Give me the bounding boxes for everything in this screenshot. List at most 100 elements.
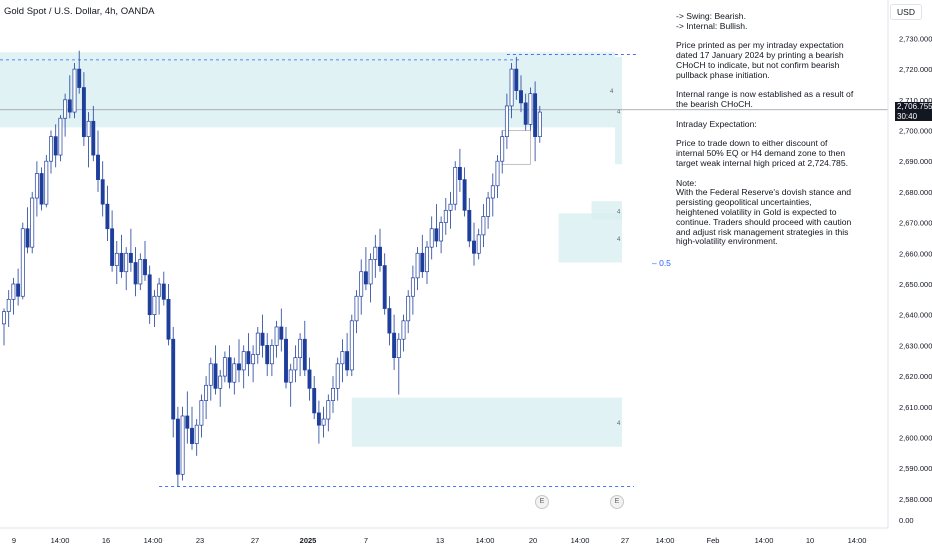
candle-body [241,351,246,371]
note-line: -> Internal: Bullish. [676,20,748,31]
zone-marker-label: 4 [617,237,621,243]
candle-body [105,203,110,230]
economic-event-icon[interactable]: E [535,495,549,509]
zone-rect [351,397,622,447]
x-tick-label: Feb [707,536,720,545]
fib-value: 0.5 [659,258,671,268]
note-line [676,169,876,179]
candle-body [143,259,147,276]
candle-body [316,412,321,426]
candle-body [222,357,227,377]
candle-body [20,228,25,297]
x-tick-label: 27 [251,536,259,545]
candle-body [124,252,129,273]
candle-body [312,388,317,414]
candle-body [194,424,199,444]
zone-rect [615,56,622,165]
y-tick-label: 2,700.000 [899,127,932,136]
candle-body [467,209,472,242]
x-tick-label: 14:00 [755,536,774,545]
candle-body [204,384,209,401]
x-tick-label: 14:00 [571,536,590,545]
y-tick-label: 2,670.000 [899,219,932,228]
y-tick-label: 2,720.000 [899,65,932,74]
economic-event-icon[interactable]: E [610,495,624,509]
candle-body [382,265,387,309]
levels-layer [0,54,888,487]
candle-body [269,345,274,365]
candle-body [406,295,411,322]
candle-body [161,283,166,300]
candle-body [147,274,152,316]
x-tick-label: 14:00 [848,536,867,545]
candle-body [227,357,232,383]
candle-body [457,166,462,180]
candle-body [335,363,340,389]
zone-marker-label: 4 [617,110,621,116]
chart-title: Gold Spot / U.S. Dollar, 4h, OANDA [4,6,155,17]
candle-body [6,298,11,312]
candle-body [307,369,312,389]
candle-body [453,166,458,205]
zone-marker-label: 4 [617,209,621,215]
current-price-tag: 2,706.755 30:40 [895,102,932,121]
candle-body [96,154,100,180]
candle-body [114,252,119,266]
candle-body [180,415,185,475]
candle-body [119,252,124,273]
x-tick-label: 7 [364,536,368,545]
candle-body [533,93,538,137]
fib-level-label: – 0.5 [652,258,671,268]
candle-body [91,120,96,156]
x-tick-label: 14:00 [51,536,70,545]
y-tick-label: 2,680.000 [899,188,932,197]
candle-body [425,246,429,273]
candle-body [34,173,39,199]
candle-body [246,351,251,365]
candle-body [251,354,256,365]
zone-marker-label: 4 [610,89,614,95]
candle-body [190,427,194,444]
y-tick-label: 2,650.000 [899,280,932,289]
candle-body [401,320,406,340]
candle-body [63,99,68,119]
candle-body [514,68,519,91]
candle-body [504,105,509,137]
candle-body [443,209,448,223]
candle-body [519,90,523,104]
y-tick-label: 0.00 [899,516,914,525]
candle-body [232,363,237,383]
candle-body [110,228,115,266]
candles-layer [2,50,542,487]
note-line: Internal range is now established as a r… [676,89,854,110]
x-tick-label: 10 [806,536,814,545]
candle-body [528,93,533,125]
candle-body [326,400,331,420]
candle-body [439,222,444,242]
candle-body [359,271,364,297]
candle-body [354,295,359,322]
y-tick-label: 2,640.000 [899,311,932,320]
y-tick-label: 2,660.000 [899,249,932,258]
candle-body [81,87,86,137]
x-tick-label: 27 [621,536,629,545]
currency-button[interactable]: USD [890,4,922,20]
zone-rect [558,213,622,263]
y-tick-label: 2,690.000 [899,157,932,166]
candle-body [25,228,30,248]
candle-body [434,228,439,242]
candle-body [237,363,241,371]
candle-body [157,283,162,297]
x-tick-label: 23 [196,536,204,545]
candle-body [58,117,63,156]
x-tick-label: 14:00 [144,536,163,545]
current-price-value: 2,706.755 [897,102,932,111]
candle-body [213,363,218,389]
candle-body [349,320,354,371]
candle-body [100,179,105,205]
candle-body [274,326,279,346]
candle-body [429,228,434,248]
y-tick-label: 2,730.000 [899,34,932,43]
candle-body [368,259,373,285]
